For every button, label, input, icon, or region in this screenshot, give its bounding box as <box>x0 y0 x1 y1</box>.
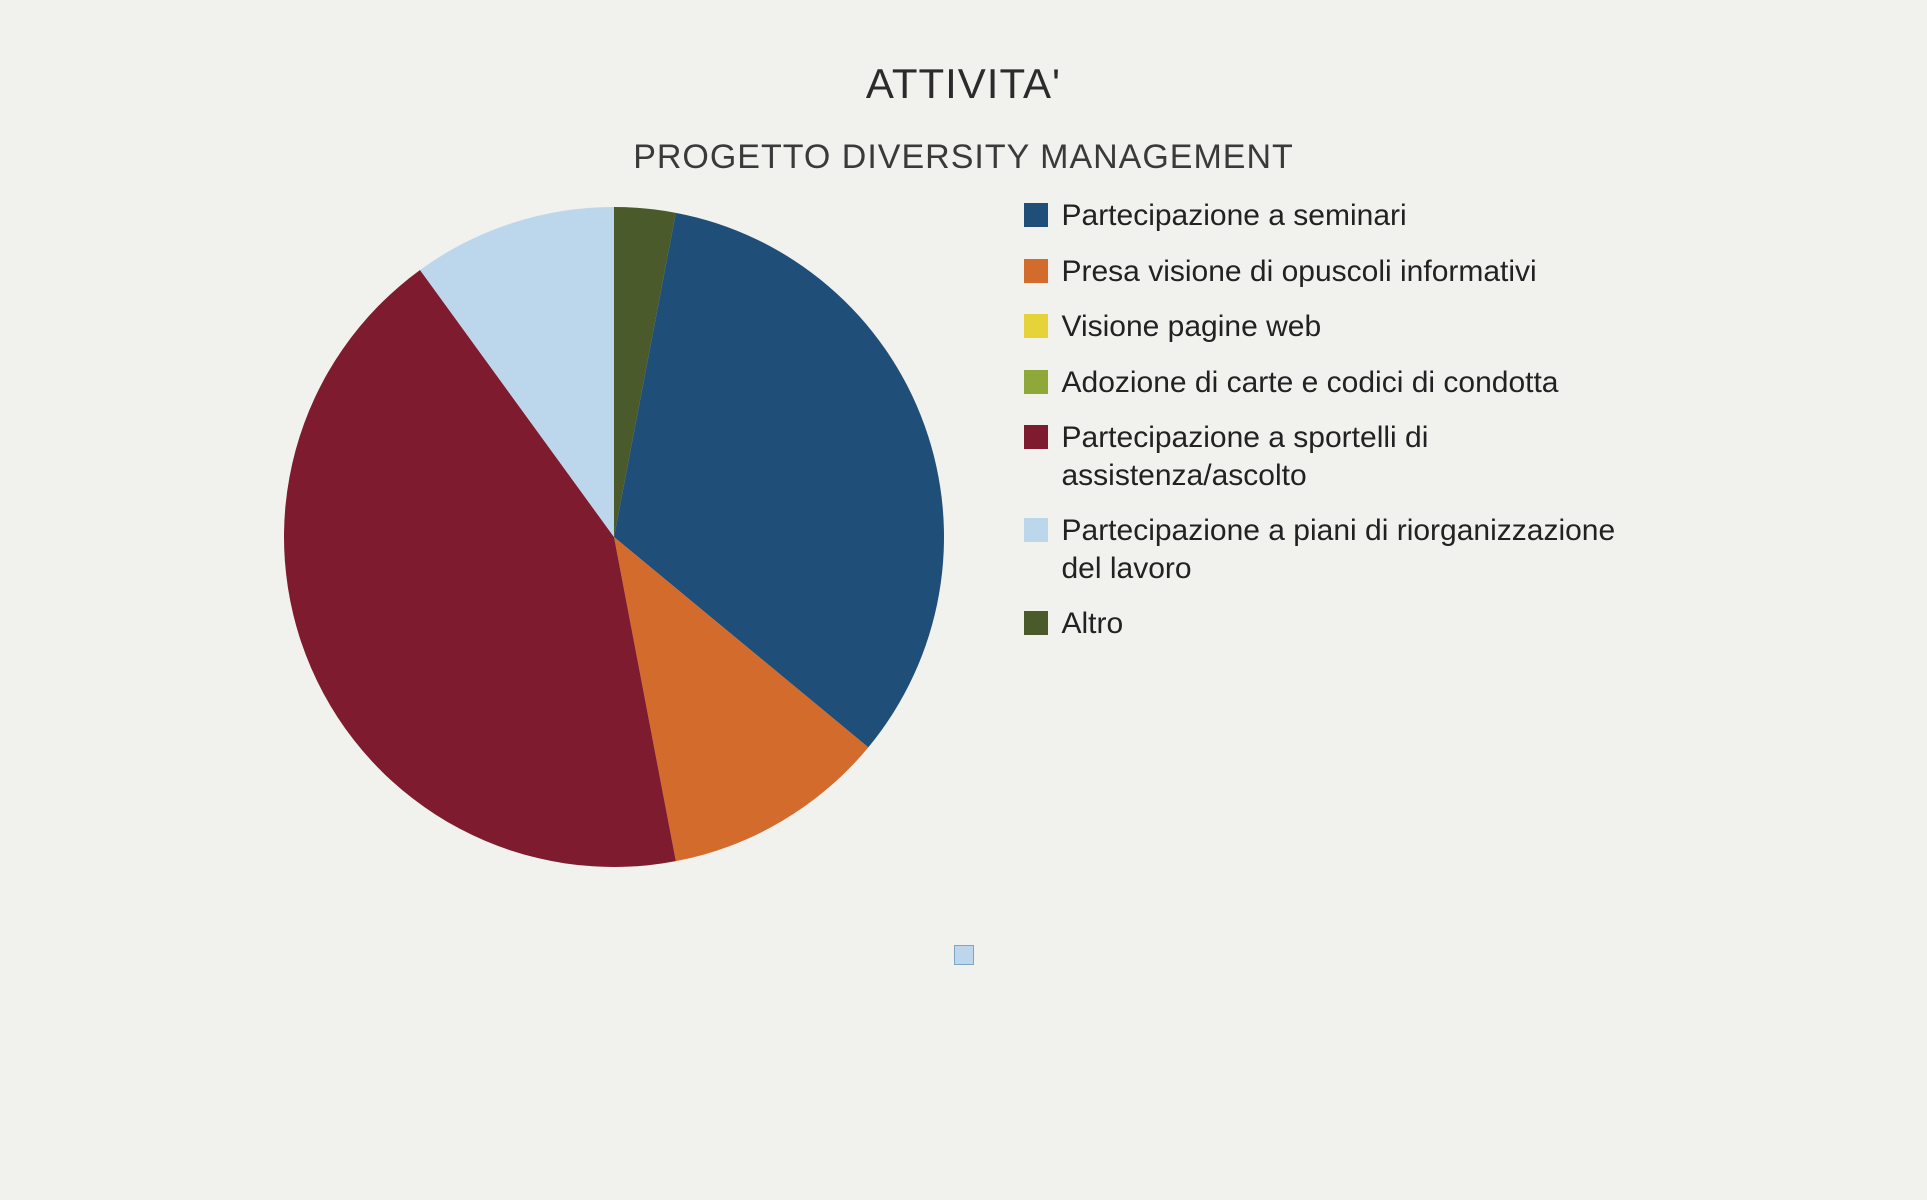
legend-item: Presa visione di opuscoli informativi <box>1024 253 1664 291</box>
legend-item: Altro <box>1024 605 1664 643</box>
legend-swatch-icon <box>1024 611 1048 635</box>
legend-label: Partecipazione a sportelli di assistenza… <box>1062 419 1664 494</box>
chart-title: ATTIVITA' <box>0 60 1927 108</box>
legend-swatch-icon <box>1024 259 1048 283</box>
legend-swatch-icon <box>1024 518 1048 542</box>
legend-item: Adozione di carte e codici di condotta <box>1024 364 1664 402</box>
legend-label: Partecipazione a seminari <box>1062 197 1407 235</box>
chart-subtitle: PROGETTO DIVERSITY MANAGEMENT <box>0 138 1927 177</box>
legend-item: Visione pagine web <box>1024 308 1664 346</box>
legend-swatch-icon <box>1024 370 1048 394</box>
pie-svg <box>264 187 964 887</box>
legend-swatch-icon <box>1024 425 1048 449</box>
legend-label: Presa visione di opuscoli informativi <box>1062 253 1537 291</box>
legend-item: Partecipazione a sportelli di assistenza… <box>1024 419 1664 494</box>
chart-area: Partecipazione a seminari Presa visione d… <box>0 187 1927 887</box>
legend-item: Partecipazione a piani di riorganizzazio… <box>1024 512 1664 587</box>
legend-label: Adozione di carte e codici di condotta <box>1062 364 1559 402</box>
legend-label: Visione pagine web <box>1062 308 1322 346</box>
legend-swatch-icon <box>1024 314 1048 338</box>
legend-label: Altro <box>1062 605 1124 643</box>
legend-swatch-icon <box>1024 203 1048 227</box>
legend: Partecipazione a seminari Presa visione d… <box>1024 197 1664 643</box>
legend-label: Partecipazione a piani di riorganizzazio… <box>1062 512 1664 587</box>
page: ATTIVITA' PROGETTO DIVERSITY MANAGEMENT … <box>0 0 1927 1200</box>
pie-chart <box>264 187 964 887</box>
legend-item: Partecipazione a seminari <box>1024 197 1664 235</box>
footer-marker-icon <box>954 945 974 965</box>
